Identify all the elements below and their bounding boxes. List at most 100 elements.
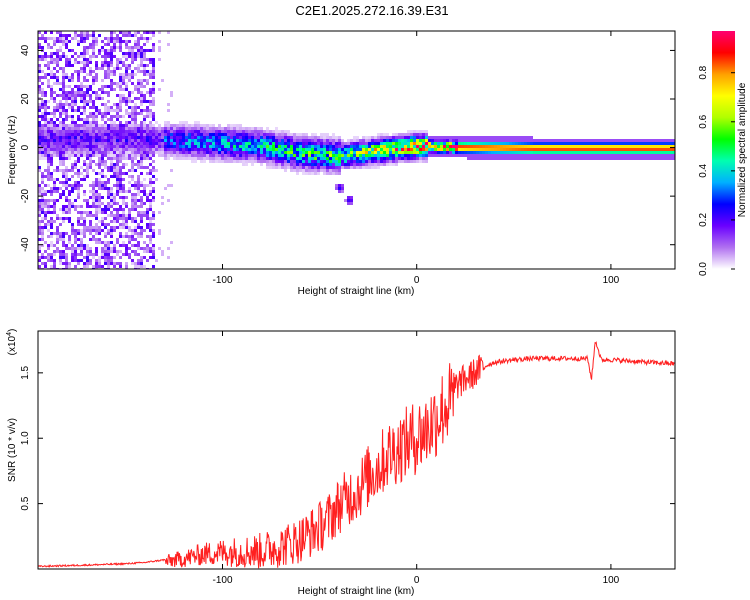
spectrogram-cell (257, 133, 260, 136)
spectrogram-cell (656, 154, 659, 157)
spectrogram-cell (50, 94, 53, 97)
spectrogram-cell (89, 70, 92, 73)
spectrogram-cell (122, 133, 125, 136)
spectrogram-cell (53, 220, 56, 223)
spectrogram-cell (119, 151, 122, 154)
spectrogram-cell (41, 103, 44, 106)
spectrogram-cell (137, 91, 140, 94)
spectrogram-cell (92, 103, 95, 106)
spectrogram-cell (251, 148, 254, 151)
spectrogram-cell (140, 82, 143, 85)
spectrogram-cell (113, 214, 116, 217)
spectrogram-cell (191, 124, 194, 127)
spectrogram-cell (533, 157, 536, 160)
spectrogram-cell (491, 151, 494, 154)
spectrogram-cell (458, 148, 461, 151)
spectrogram-cell (62, 124, 65, 127)
spectrogram-cell (110, 73, 113, 76)
spectrogram-cell (59, 82, 62, 85)
spectrogram-cell (611, 142, 614, 145)
spectrogram-cell (581, 142, 584, 145)
spectrogram-cell (107, 124, 110, 127)
spectrogram-cell (602, 145, 605, 148)
spectrogram-cell (44, 226, 47, 229)
spectrogram-cell (74, 52, 77, 55)
spectrogram-cell (290, 163, 293, 166)
spectrogram-cell (152, 49, 155, 52)
spectrogram-cell (317, 160, 320, 163)
spectrogram-cell (125, 157, 128, 160)
spectrogram-cell (191, 130, 194, 133)
spectrogram-cell (263, 136, 266, 139)
x-tick-label: 0 (414, 575, 420, 586)
spectrogram-cell (134, 205, 137, 208)
spectrogram-cell (608, 157, 611, 160)
spectrogram-cell (602, 148, 605, 151)
spectrogram-cell (101, 40, 104, 43)
spectrogram-cell (125, 244, 128, 247)
spectrogram-cell (77, 217, 80, 220)
spectrogram-cell (128, 115, 131, 118)
spectrogram-cell (83, 76, 86, 79)
spectrogram-cell (104, 259, 107, 262)
spectrogram-cell (122, 124, 125, 127)
spectrogram-cell (95, 184, 98, 187)
spectrogram-cell (347, 151, 350, 154)
spectrogram-cell (98, 49, 101, 52)
spectrogram-cell (122, 148, 125, 151)
spectrogram-cell (122, 88, 125, 91)
spectrogram-cell (125, 67, 128, 70)
spectrogram-cell (116, 160, 119, 163)
spectrogram-cell (272, 157, 275, 160)
spectrogram-cell (110, 106, 113, 109)
spectrogram-cell (74, 259, 77, 262)
spectrogram-cell (137, 37, 140, 40)
spectrogram-cell (101, 211, 104, 214)
spectrogram-cell (485, 142, 488, 145)
spectrogram-cell (227, 142, 230, 145)
spectrogram-cell (146, 244, 149, 247)
spectrogram-cell (347, 157, 350, 160)
spectrogram-cell (146, 208, 149, 211)
spectrogram-cell (266, 136, 269, 139)
spectrogram-cell (671, 148, 674, 151)
spectrogram-cell (59, 94, 62, 97)
spectrogram-cell (536, 139, 539, 142)
spectrogram-cell (596, 142, 599, 145)
spectrogram-cell (92, 124, 95, 127)
spectrogram-cell (638, 139, 641, 142)
spectrogram-cell (356, 154, 359, 157)
spectrogram-cell (77, 94, 80, 97)
spectrogram-cell (410, 157, 413, 160)
spectrogram-cell (197, 154, 200, 157)
spectrogram-cell (212, 133, 215, 136)
spectrogram-cell (149, 181, 152, 184)
spectrogram-cell (218, 157, 221, 160)
spectrogram-cell (251, 142, 254, 145)
spectrogram-cell (632, 151, 635, 154)
spectrogram-cell (95, 148, 98, 151)
spectrogram-cell (251, 127, 254, 130)
spectrogram-cell (137, 226, 140, 229)
spectrogram-cell (593, 142, 596, 145)
spectrogram-cell (143, 73, 146, 76)
spectrogram-cell (440, 136, 443, 139)
spectrogram-cell (293, 133, 296, 136)
spectrogram-cell (539, 148, 542, 151)
spectrogram-cell (62, 232, 65, 235)
spectrogram-cell (101, 187, 104, 190)
spectrogram-cell (59, 31, 62, 34)
spectrogram-cell (323, 169, 326, 172)
spectrogram-cell (536, 154, 539, 157)
spectrogram-cell (116, 106, 119, 109)
spectrogram-cell (164, 121, 167, 124)
spectrogram-cell (104, 139, 107, 142)
spectrogram-cell (668, 148, 671, 151)
spectrogram-cell (53, 121, 56, 124)
snr-panel: -100 0 100 1.51.00.5 Height of straight li… (6, 329, 676, 597)
spectrogram-cell (152, 247, 155, 250)
spectrogram-cell (425, 130, 428, 133)
spectrogram-cell (275, 133, 278, 136)
spectrogram-cell (572, 154, 575, 157)
spectrogram-cell (566, 145, 569, 148)
